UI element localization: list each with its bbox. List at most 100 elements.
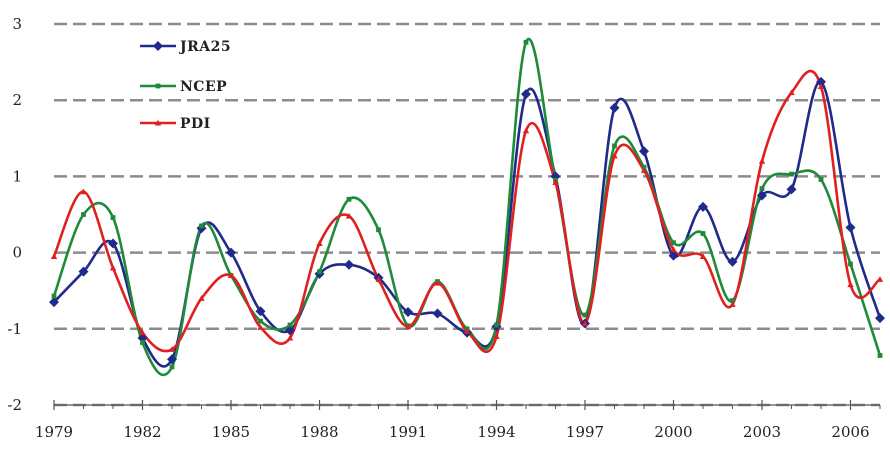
data-point-pdi	[729, 301, 736, 307]
legend-label: JRA25	[178, 39, 231, 55]
data-point-ncep	[818, 177, 824, 182]
series-line-jra25	[52, 80, 882, 368]
data-point-pdi	[788, 89, 795, 96]
x-tick-label: 2000	[654, 423, 692, 441]
data-point-jra25	[875, 313, 885, 324]
data-point-jra25	[49, 297, 59, 308]
legend-marker	[154, 119, 162, 126]
data-point-jra25	[609, 102, 620, 113]
data-point-pdi	[611, 152, 618, 159]
y-tick-label: 1	[12, 167, 22, 185]
data-point-ncep	[81, 212, 86, 217]
data-point-pdi	[168, 346, 176, 352]
data-point-jra25	[727, 256, 738, 267]
legend: JRA25 NCEP PDI	[140, 39, 231, 132]
legend-label: NCEP	[180, 79, 227, 95]
data-point-ncep	[759, 186, 765, 191]
data-point-jra25	[108, 238, 118, 249]
x-tick-label: 2006	[831, 423, 869, 441]
x-tick-label: 1994	[477, 423, 515, 441]
data-point-ncep	[199, 223, 204, 229]
data-point-jra25	[757, 190, 767, 201]
data-point-ncep	[110, 215, 116, 220]
x-tick-label: 1997	[566, 423, 604, 441]
data-point-jra25	[137, 332, 148, 343]
data-point-pdi	[581, 320, 589, 327]
legend-marker	[153, 41, 163, 51]
data-point-pdi	[345, 212, 353, 219]
data-point-ncep	[51, 293, 57, 299]
data-point-jra25	[432, 308, 443, 319]
data-point-pdi	[198, 295, 205, 301]
series-lines	[52, 37, 882, 377]
data-point-pdi	[670, 246, 677, 253]
legend-label: PDI	[180, 116, 211, 132]
data-point-jra25	[285, 325, 295, 336]
data-point-pdi	[404, 323, 412, 330]
data-point-ncep	[877, 353, 883, 358]
data-point-ncep	[671, 240, 676, 246]
data-point-jra25	[226, 247, 236, 258]
data-point-pdi	[434, 279, 441, 286]
data-point-jra25	[639, 146, 649, 157]
data-point-pdi	[375, 276, 382, 282]
y-tick-label: -2	[7, 396, 22, 414]
data-point-ncep	[494, 322, 499, 328]
series-line-ncep	[52, 37, 882, 377]
legend-marker	[155, 83, 161, 89]
data-point-pdi	[50, 253, 58, 259]
x-tick-label: 2003	[743, 423, 781, 441]
data-point-ncep	[258, 318, 263, 324]
data-point-pdi	[109, 264, 117, 271]
data-point-jra25	[550, 171, 561, 182]
data-point-ncep	[523, 39, 529, 45]
data-point-ncep	[376, 227, 381, 233]
x-tick-label: 1985	[212, 423, 250, 441]
data-point-jra25	[344, 259, 354, 270]
legend-item-pdi: PDI	[140, 116, 211, 132]
data-point-ncep	[582, 312, 588, 318]
data-point-ncep	[140, 340, 145, 345]
data-point-pdi	[286, 334, 294, 341]
data-point-ncep	[789, 171, 794, 177]
series-points-jra25	[49, 76, 885, 365]
x-tick-label: 1991	[389, 423, 427, 441]
series-markers	[49, 39, 885, 370]
data-point-jra25	[403, 307, 413, 318]
data-point-pdi	[493, 333, 500, 339]
data-point-pdi	[552, 179, 559, 186]
data-point-jra25	[78, 266, 89, 277]
data-point-pdi	[522, 127, 530, 134]
data-point-pdi	[640, 167, 648, 173]
x-tick-label: 1988	[300, 423, 338, 441]
y-tick-label: 3	[12, 15, 22, 33]
data-point-jra25	[845, 222, 856, 233]
data-point-jra25	[521, 89, 531, 100]
series-points-pdi	[50, 83, 884, 352]
data-point-pdi	[699, 253, 707, 259]
data-point-jra25	[816, 76, 826, 87]
data-point-pdi	[316, 240, 323, 247]
legend-item-jra25: JRA25	[140, 39, 231, 55]
data-point-pdi	[847, 281, 854, 288]
x-tick-label: 1982	[123, 423, 161, 441]
data-point-jra25	[167, 354, 177, 365]
data-point-ncep	[612, 143, 617, 149]
y-tick-label: 2	[12, 91, 22, 109]
data-point-jra25	[698, 201, 708, 212]
data-point-pdi	[80, 188, 87, 195]
data-point-jra25	[255, 306, 266, 317]
data-point-jra25	[786, 184, 797, 195]
data-point-pdi	[876, 276, 884, 282]
legend-item-ncep: NCEP	[140, 79, 227, 95]
y-tick-label: -1	[7, 320, 22, 338]
x-tick-label: 1979	[35, 423, 73, 441]
data-point-pdi	[817, 83, 825, 90]
y-tick-label: 0	[12, 244, 22, 262]
data-point-jra25	[668, 250, 679, 261]
data-point-ncep	[169, 364, 175, 370]
axes: 3 2 1 0 -1 -2 1979 1982 1985 1988 1991 1994 1997 2000…	[7, 15, 881, 441]
data-point-ncep	[700, 231, 706, 236]
data-point-ncep	[848, 261, 853, 267]
